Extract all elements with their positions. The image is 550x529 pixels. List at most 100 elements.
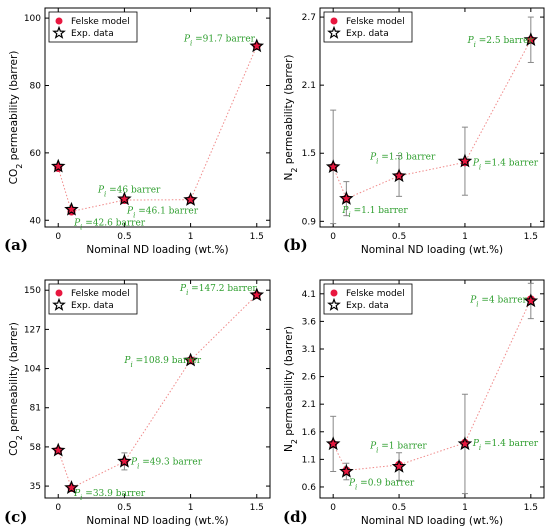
- legend-label: Exp. data: [71, 29, 114, 39]
- legend-box: [48, 283, 138, 315]
- x-tick-label: 0: [330, 503, 336, 513]
- legend-exp-marker: [52, 297, 66, 311]
- y-tick-label: 2.7: [302, 13, 316, 23]
- exp-point: [339, 190, 354, 205]
- legend-exp-marker: [52, 25, 66, 39]
- panel-b: 0 0.5 1 1.5 0.9 1.5 2.1 2.7 Nominal ND loading (…: [283, 7, 545, 256]
- legend-model-marker: [330, 289, 338, 297]
- exp-point: [325, 436, 341, 451]
- x-tick-label: 1.5: [524, 232, 538, 242]
- data-annotation: Pi =91.7 barrer: [183, 35, 256, 48]
- exp-point: [523, 293, 539, 308]
- plot-frame: [319, 7, 545, 228]
- y-tick-label: 1.1: [302, 455, 316, 465]
- data-annotation: Pi =147.2 barrer: [179, 284, 257, 297]
- y-tick-label: 2.1: [302, 81, 316, 91]
- y-tick-label: 40: [30, 216, 42, 226]
- exp-point: [117, 453, 132, 468]
- exp-point: [523, 32, 539, 46]
- data-annotation: Pi =1 barrer: [369, 442, 427, 455]
- y-tick-label: 2.1: [302, 400, 316, 410]
- exp-point: [249, 38, 265, 53]
- y-tick-label: 80: [30, 81, 42, 91]
- data-annotation: Pi =1.4 barrer: [472, 158, 539, 171]
- exp-point: [50, 442, 66, 457]
- legend-label: Exp. data: [346, 29, 389, 39]
- y-tick-label: 127: [24, 325, 41, 335]
- exp-point: [183, 352, 198, 367]
- y-tick-label: 58: [30, 443, 42, 453]
- x-tick-label: 0.5: [117, 232, 131, 242]
- y-tick-label: 0.9: [302, 217, 317, 227]
- y-tick-label: 81: [30, 404, 41, 414]
- data-annotation: Pi =2.5 barrer: [467, 36, 534, 49]
- x-tick-label: 1: [462, 503, 468, 513]
- data-annotation: Pi =1.4 barrer: [472, 439, 539, 452]
- legend-label: Exp. data: [346, 301, 389, 311]
- y-tick-label: 60: [30, 149, 42, 159]
- legend-model-marker: [55, 17, 63, 25]
- legend-label: Exp. data: [71, 301, 114, 311]
- legend-exp-marker: [327, 297, 341, 311]
- exp-point: [117, 191, 132, 206]
- y-tick-label: 3.6: [302, 317, 317, 327]
- x-tick-label: 1.5: [250, 232, 264, 242]
- x-tick-label: 0: [55, 503, 61, 513]
- x-tick-label: 0.5: [392, 503, 406, 513]
- exp-point: [64, 201, 79, 216]
- data-annotation: Pi =0.9 barrer: [348, 479, 415, 492]
- model-line: [57, 45, 258, 213]
- exp-point: [183, 192, 198, 206]
- panel-label: (a): [4, 236, 28, 254]
- data-annotation: Pi =46 barrer: [97, 185, 161, 198]
- panel-label: (d): [283, 508, 308, 526]
- exp-point: [50, 158, 66, 173]
- y-tick-label: 1.5: [302, 149, 316, 159]
- y-tick-label: 1.6: [302, 428, 317, 438]
- x-tick-label: 1.5: [524, 503, 538, 513]
- data-annotation: Pi =108.9 barrer: [123, 356, 201, 369]
- data-annotation: Pi =33.9 barrer: [73, 489, 146, 502]
- exp-point: [325, 159, 341, 174]
- exp-point: [391, 168, 407, 183]
- x-tick-label: 0: [330, 232, 336, 242]
- x-tick-label: 1: [462, 232, 468, 242]
- data-annotation: Pi =42.6 barrer: [73, 218, 146, 231]
- panel-a: 0 0.5 1 1.5 40 60 80 100 Nominal ND loading (wt.…: [4, 7, 271, 256]
- x-tick-label: 0.5: [392, 232, 406, 242]
- exp-point: [64, 480, 79, 494]
- plot-frame: [319, 279, 545, 499]
- plot-frame: [44, 7, 271, 228]
- x-tick-label: 1: [188, 503, 194, 513]
- panel-d: 0 0.5 1 1.5 0.6 1.1 1.6 2.1 2.6 3.1 3.6 4.1 Nominal …: [283, 279, 545, 527]
- legend-label: Felske model: [346, 17, 405, 27]
- y-tick-label: 2.6: [302, 373, 317, 383]
- exp-point: [457, 436, 473, 451]
- y-tick-label: 4.1: [302, 290, 316, 300]
- x-tick-label: 1.5: [250, 503, 264, 513]
- x-axis-title: Nominal ND loading (wt.%): [86, 244, 228, 256]
- x-axis-title: Nominal ND loading (wt.%): [361, 515, 503, 527]
- y-axis-title: CO2 permeability (barrer): [8, 322, 24, 456]
- model-line: [332, 39, 532, 200]
- legend-label: Felske model: [346, 289, 405, 299]
- y-tick-label: 100: [24, 14, 41, 24]
- y-tick-label: 150: [24, 286, 41, 296]
- exp-point: [391, 458, 407, 473]
- plot-frame: [44, 279, 271, 499]
- y-tick-label: 0.6: [302, 483, 317, 493]
- x-tick-label: 1: [188, 232, 194, 242]
- exp-point: [249, 287, 265, 302]
- legend-box: [48, 11, 138, 43]
- y-axis-title: N2 permeability (barrer): [283, 326, 299, 452]
- data-annotation: Pi =1.1 barrer: [341, 206, 408, 219]
- y-axis-title: CO2 permeability (barrer): [8, 51, 24, 185]
- x-tick-label: 0.5: [117, 503, 131, 513]
- data-annotation: Pi =49.3 barrer: [130, 458, 203, 471]
- data-annotation: Pi =1.3 barrer: [369, 153, 436, 166]
- data-annotation: Pi =46.1 barrer: [126, 206, 199, 219]
- legend-box: [323, 11, 413, 43]
- legend-label: Felske model: [71, 289, 130, 299]
- x-tick-label: 0: [55, 232, 61, 242]
